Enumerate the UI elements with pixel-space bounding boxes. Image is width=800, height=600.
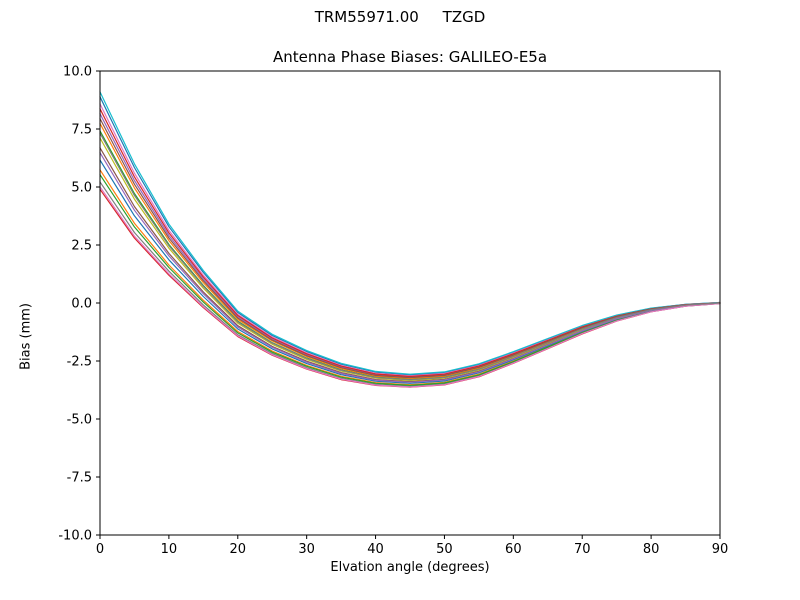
y-tick-label: 0.0 <box>71 297 92 312</box>
x-axis-label: Elvation angle (degrees) <box>330 560 490 575</box>
x-tick-label: 0 <box>96 542 104 557</box>
y-tick-label: -5.0 <box>67 413 92 428</box>
series-line-series-10 <box>99 91 721 375</box>
y-tick-label: 10.0 <box>63 65 92 80</box>
x-tick-label: 10 <box>161 542 178 557</box>
series-line-series-05 <box>99 113 721 378</box>
x-tick-label: 60 <box>505 542 522 557</box>
x-tick-label: 40 <box>367 542 384 557</box>
series-line-series-18 <box>99 132 721 381</box>
y-tick-label: -2.5 <box>67 355 92 370</box>
y-tick-label: 5.0 <box>71 181 92 196</box>
series-line-series-02 <box>99 169 721 386</box>
y-axis-label-text: Bias (mm) <box>18 303 33 370</box>
series-line-series-07 <box>99 103 721 377</box>
x-tick-label: 90 <box>712 542 729 557</box>
x-tick-label: 80 <box>643 542 660 557</box>
series-line-series-03 <box>99 130 721 380</box>
series-line-series-04 <box>99 188 721 388</box>
series-line-series-11 <box>99 159 721 384</box>
series-line-series-15 <box>99 152 721 383</box>
series-line-series-01 <box>99 96 721 376</box>
y-tick-label: -10.0 <box>58 529 92 544</box>
axes-title: Antenna Phase Biases: GALILEO-E5a <box>272 48 548 66</box>
series-line-series-08 <box>99 181 721 387</box>
y-tick-label: 2.5 <box>71 239 92 254</box>
series-line-series-12 <box>99 122 721 379</box>
x-tick-label: 30 <box>298 542 315 557</box>
axes-frame <box>99 70 721 536</box>
x-tick-label: 70 <box>574 542 591 557</box>
series-line-series-14 <box>99 108 721 378</box>
series-line-series-13 <box>99 174 721 386</box>
x-tick-label: 20 <box>230 542 247 557</box>
y-tick-label: 7.5 <box>71 123 92 138</box>
series-line-series-16 <box>99 117 721 379</box>
series-line-series-17 <box>99 186 721 388</box>
y-tick-label: -7.5 <box>67 471 92 486</box>
figure-suptitle: TRM55971.00 TZGD <box>314 8 486 26</box>
x-tick-label: 50 <box>436 542 453 557</box>
